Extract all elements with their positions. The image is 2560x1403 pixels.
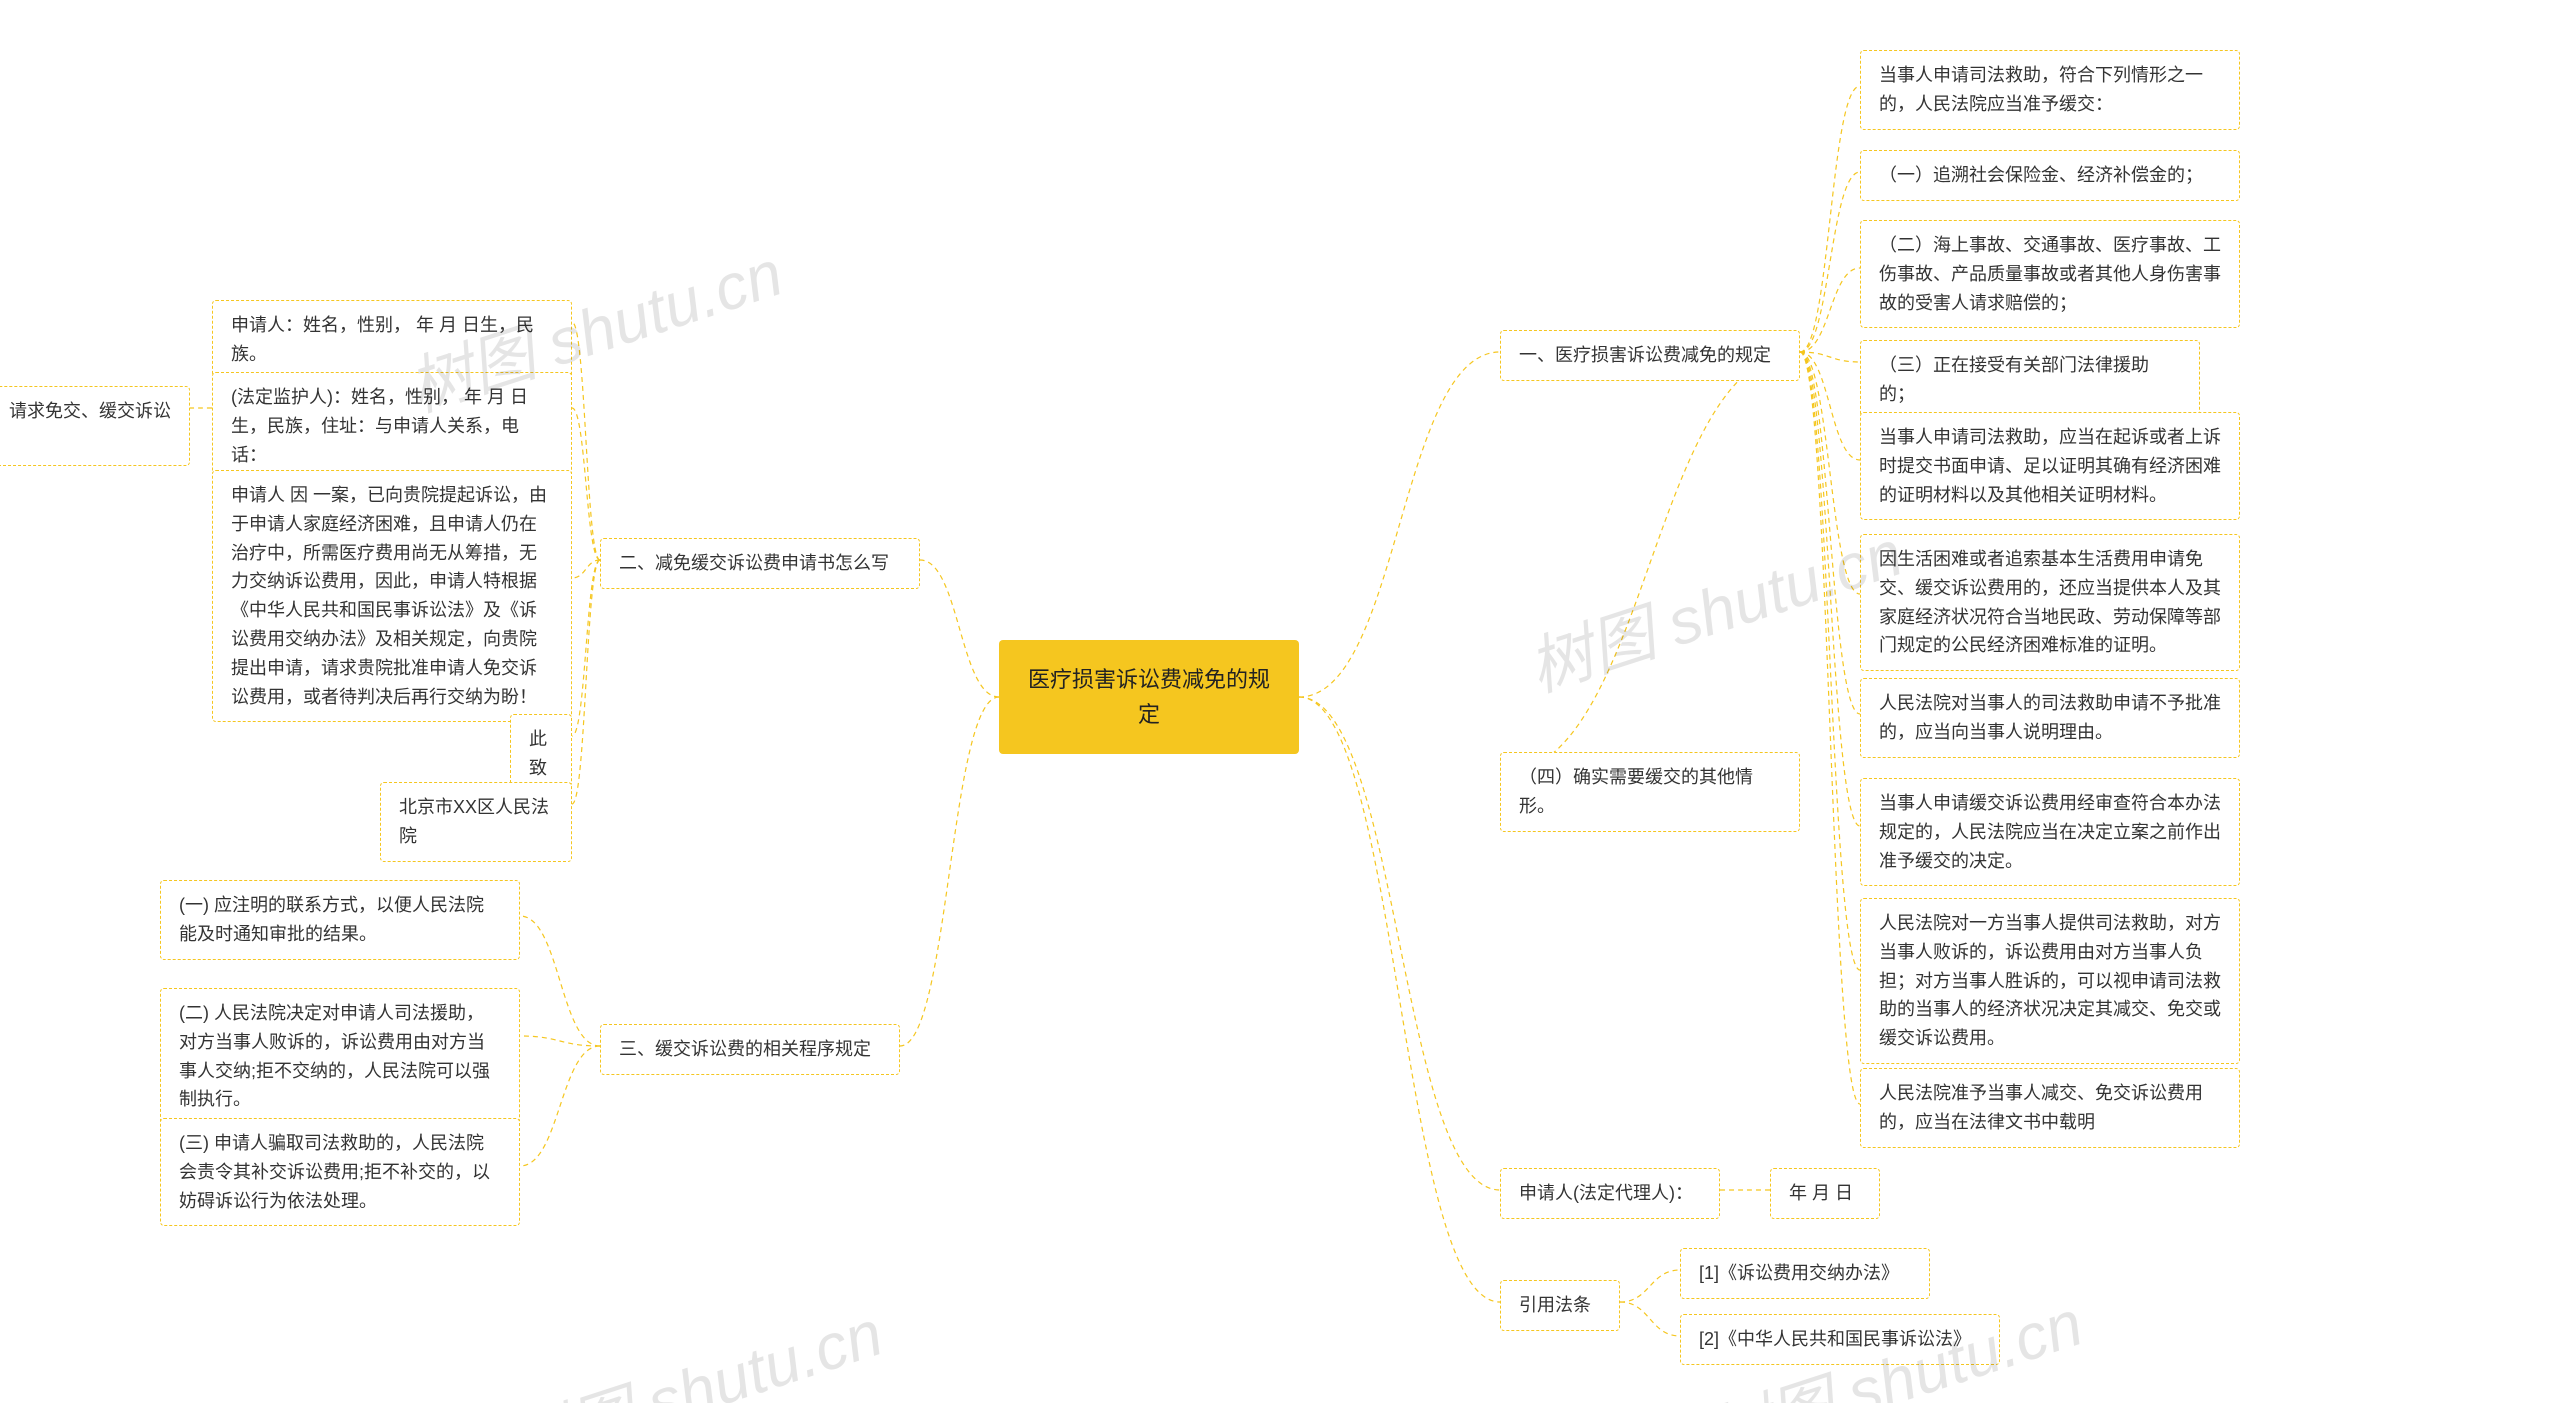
r1a: 当事人申请司法救助，符合下列情形之一的，人民法院应当准予缓交： — [1860, 50, 2240, 130]
l2c: (三) 申请人骗取司法救助的，人民法院会责令其补交诉讼费用;拒不补交的，以妨碍诉… — [160, 1118, 520, 1226]
mindmap-canvas: 医疗损害诉讼费减免的规定 一、医疗损害诉讼费减免的规定 当事人申请司法救助，符合下列… — [0, 0, 2560, 1403]
r2: 申请人(法定代理人)： — [1500, 1168, 1720, 1219]
r1: 一、医疗损害诉讼费减免的规定 — [1500, 330, 1800, 381]
watermark: 树图 shutu.cn — [495, 1282, 892, 1403]
l1c: 申请人 因 一案，已向贵院提起诉讼，由于申请人家庭经济困难，且申请人仍在治疗中，… — [212, 470, 572, 722]
l2b: (二) 人民法院决定对申请人司法援助，对方当事人败诉的，诉讼费用由对方当事人交纳… — [160, 988, 520, 1125]
l2a: (一) 应注明的联系方式，以便人民法院能及时通知审批的结果。 — [160, 880, 520, 960]
r1k: 人民法院准予当事人减交、免交诉讼费用的，应当在法律文书中载明 — [1860, 1068, 2240, 1148]
r1h: （四）确实需要缓交的其他情形。 — [1500, 752, 1800, 832]
root-node: 医疗损害诉讼费减免的规定 — [999, 640, 1299, 754]
r1f: 因生活困难或者追索基本生活费用申请免交、缓交诉讼费用的，还应当提供本人及其家庭经… — [1860, 534, 2240, 671]
r1e: 当事人申请司法救助，应当在起诉或者上诉时提交书面申请、足以证明其确有经济困难的证… — [1860, 412, 2240, 520]
l1b: (法定监护人)：姓名，性别， 年 月 日生，民族，住址：与申请人关系，电话： — [212, 372, 572, 480]
l1b1: 申请事项：请求免交、缓交诉讼费 — [0, 386, 190, 466]
l1: 二、减免缓交诉讼费申请书怎么写 — [600, 538, 920, 589]
r1b: （一）追溯社会保险金、经济补偿金的； — [1860, 150, 2240, 201]
r2a: 年 月 日 — [1770, 1168, 1880, 1219]
r1c: （二）海上事故、交通事故、医疗事故、工伤事故、产品质量事故或者其他人身伤害事故的… — [1860, 220, 2240, 328]
r3a: [1]《诉讼费用交纳办法》 — [1680, 1248, 1930, 1299]
l1a: 申请人：姓名，性别， 年 月 日生，民族。 — [212, 300, 572, 380]
r3b: [2]《中华人民共和国民事诉讼法》 — [1680, 1314, 2000, 1365]
r1j: 人民法院对一方当事人提供司法救助，对方当事人败诉的，诉讼费用由对方当事人负担；对… — [1860, 898, 2240, 1064]
l1e: 北京市XX区人民法院 — [380, 782, 572, 862]
r1g: 人民法院对当事人的司法救助申请不予批准的，应当向当事人说明理由。 — [1860, 678, 2240, 758]
r1d: （三）正在接受有关部门法律援助的； — [1860, 340, 2200, 420]
watermark: 树图 shutu.cn — [1515, 502, 1912, 709]
l2: 三、缓交诉讼费的相关程序规定 — [600, 1024, 900, 1075]
r1i: 当事人申请缓交诉讼费用经审查符合本办法规定的，人民法院应当在决定立案之前作出准予… — [1860, 778, 2240, 886]
r3: 引用法条 — [1500, 1280, 1620, 1331]
